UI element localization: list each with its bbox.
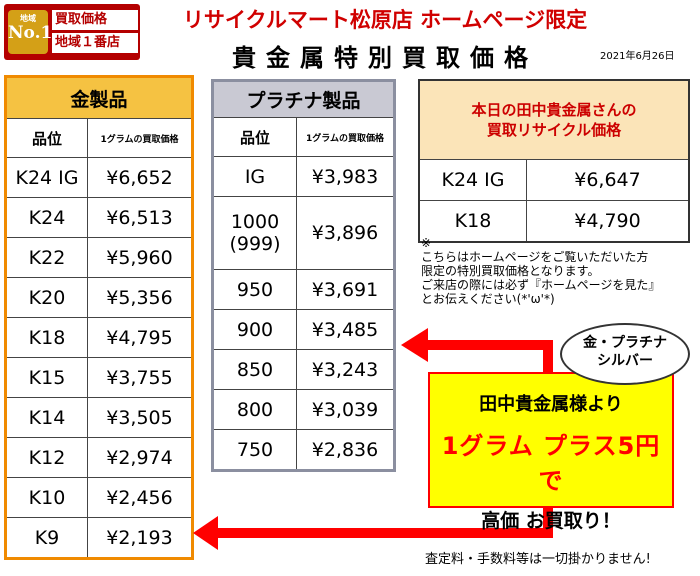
gold-price: ¥6,652 [87,157,193,198]
promo-line2: 1グラム プラス5円で [441,432,661,495]
platinum-price: ¥3,039 [296,389,395,430]
tanaka-price: ¥4,790 [526,200,690,243]
platinum-row: 750 ¥2,836 [212,429,395,471]
platinum-row: IG ¥3,983 [212,156,395,197]
tanaka-rows: K24 IG ¥6,647 K18 ¥4,790 [418,159,690,243]
store-title: リサイクルマート松原店 ホームページ限定 [182,8,588,32]
gold-row: K24 ¥6,513 [5,197,193,238]
arrow-to-gold-k9 [193,504,553,550]
tanaka-row: K18 ¥4,790 [418,200,690,243]
gold-price: ¥2,193 [87,517,193,559]
notice-line3: ご来店の際には必ず『ホームページを見た』 [421,278,661,292]
tanaka-title-line1: 本日の田中貴金属さんの [471,101,637,119]
metal-types-bubble: 金・プラチナ シルバー [560,323,690,385]
gold-price: ¥5,960 [87,237,193,278]
arrow-to-platinum-900 [401,328,553,372]
promo-line1: 田中貴金属様より [479,394,623,415]
badge-area: 地域 [20,13,36,23]
platinum-row: 900 ¥3,485 [212,309,395,350]
badge-line1: 買取価格 [52,10,138,30]
platinum-grade: 750 [212,429,297,471]
platinum-grade: IG [212,156,297,197]
gold-grade: K18 [5,317,88,358]
gold-grade: K24 [5,197,88,238]
tanaka-grade: K18 [418,200,527,243]
page-title: 貴金属特別買取価格 [232,44,538,72]
platinum-price-table: プラチナ製品 品位 1グラムの買取価格 IG ¥3,983 1000 (999) ¥3… [211,79,396,472]
notice-line1: こちらはホームページをご覧いただいた方 [421,250,649,264]
notice-text: ※ こちらはホームページをご覧いただいた方 限定の特別買取価格となります。 ご来… [421,236,696,306]
platinum-price: ¥3,243 [296,349,395,390]
platinum-grade: 950 [212,269,297,310]
badge-line2: 地域１番店 [52,33,138,53]
bubble-line2: シルバー [597,353,653,369]
gold-col-grade: 品位 [5,118,88,158]
platinum-grade: 900 [212,309,297,350]
promo-line3: 高価 お買取り！ [481,510,621,532]
footer-note: 査定料・手数料等は一切掛かりません! [425,552,651,567]
badge-no1: No.1 [8,23,53,43]
gold-row: K12 ¥2,974 [5,437,193,478]
gold-grade: K14 [5,397,88,438]
platinum-price: ¥3,485 [296,309,395,350]
tanaka-table-title: 本日の田中貴金属さんの 買取リサイクル価格 [418,79,690,160]
notice-line4: とお伝えください(*'ω'*) [421,292,555,306]
gold-row: K24 IG ¥6,652 [5,157,193,198]
gold-price: ¥3,505 [87,397,193,438]
notice-line2: 限定の特別買取価格となります。 [421,264,600,278]
gold-col-price: 1グラムの買取価格 [87,118,193,158]
tanaka-price-table: 本日の田中貴金属さんの 買取リサイクル価格 K24 IG ¥6,647 K18 ¥4,… [418,79,690,243]
gold-price: ¥4,795 [87,317,193,358]
gold-price-table: 金製品 品位 1グラムの買取価格 K24 IG ¥6,652 K24 ¥6,513 K2… [4,75,194,560]
platinum-row: 800 ¥3,039 [212,389,395,430]
gold-price: ¥6,513 [87,197,193,238]
gold-price: ¥2,456 [87,477,193,518]
gold-row: K14 ¥3,505 [5,397,193,438]
store-badge: 地域 No.1 買取価格 地域１番店 [4,4,140,60]
platinum-grade: 800 [212,389,297,430]
bubble-line1: 金・プラチナ [583,335,667,351]
platinum-col-price: 1グラムの買取価格 [296,117,395,157]
gold-rows: K24 IG ¥6,652 K24 ¥6,513 K22 ¥5,960 K20 ¥5,356 K… [5,157,193,559]
tanaka-title-line2: 買取リサイクル価格 [486,121,622,139]
platinum-grade: 850 [212,349,297,390]
gold-grade: K9 [5,517,88,559]
notice-mark: ※ [421,236,432,250]
platinum-row: 850 ¥3,243 [212,349,395,390]
platinum-rows: IG ¥3,983 1000 (999) ¥3,896 950 ¥3,691 900 ¥3,4… [212,156,395,471]
platinum-row: 950 ¥3,691 [212,269,395,310]
gold-grade: K24 IG [5,157,88,198]
gold-row: K18 ¥4,795 [5,317,193,358]
gold-row: K9 ¥2,193 [5,517,193,559]
gold-table-title: 金製品 [5,76,193,119]
platinum-price: ¥2,836 [296,429,395,471]
platinum-table-title: プラチナ製品 [212,80,395,118]
gold-row: K15 ¥3,755 [5,357,193,398]
platinum-price: ¥3,896 [296,196,395,270]
platinum-col-grade: 品位 [212,117,297,157]
tanaka-row: K24 IG ¥6,647 [418,159,690,201]
gold-row: K10 ¥2,456 [5,477,193,518]
tanaka-grade: K24 IG [418,159,527,201]
tanaka-price: ¥6,647 [526,159,690,201]
no1-emblem: 地域 No.1 [8,10,53,54]
promo-box: 田中貴金属様より 1グラム プラス5円で 高価 お買取り！ [428,372,674,532]
gold-row: K22 ¥5,960 [5,237,193,278]
gold-grade: K22 [5,237,88,278]
gold-grade: K20 [5,277,88,318]
price-date: 2021年6月26日 [600,51,675,62]
gold-row: K20 ¥5,356 [5,277,193,318]
gold-price: ¥5,356 [87,277,193,318]
platinum-row: 1000 (999) ¥3,896 [212,196,395,270]
